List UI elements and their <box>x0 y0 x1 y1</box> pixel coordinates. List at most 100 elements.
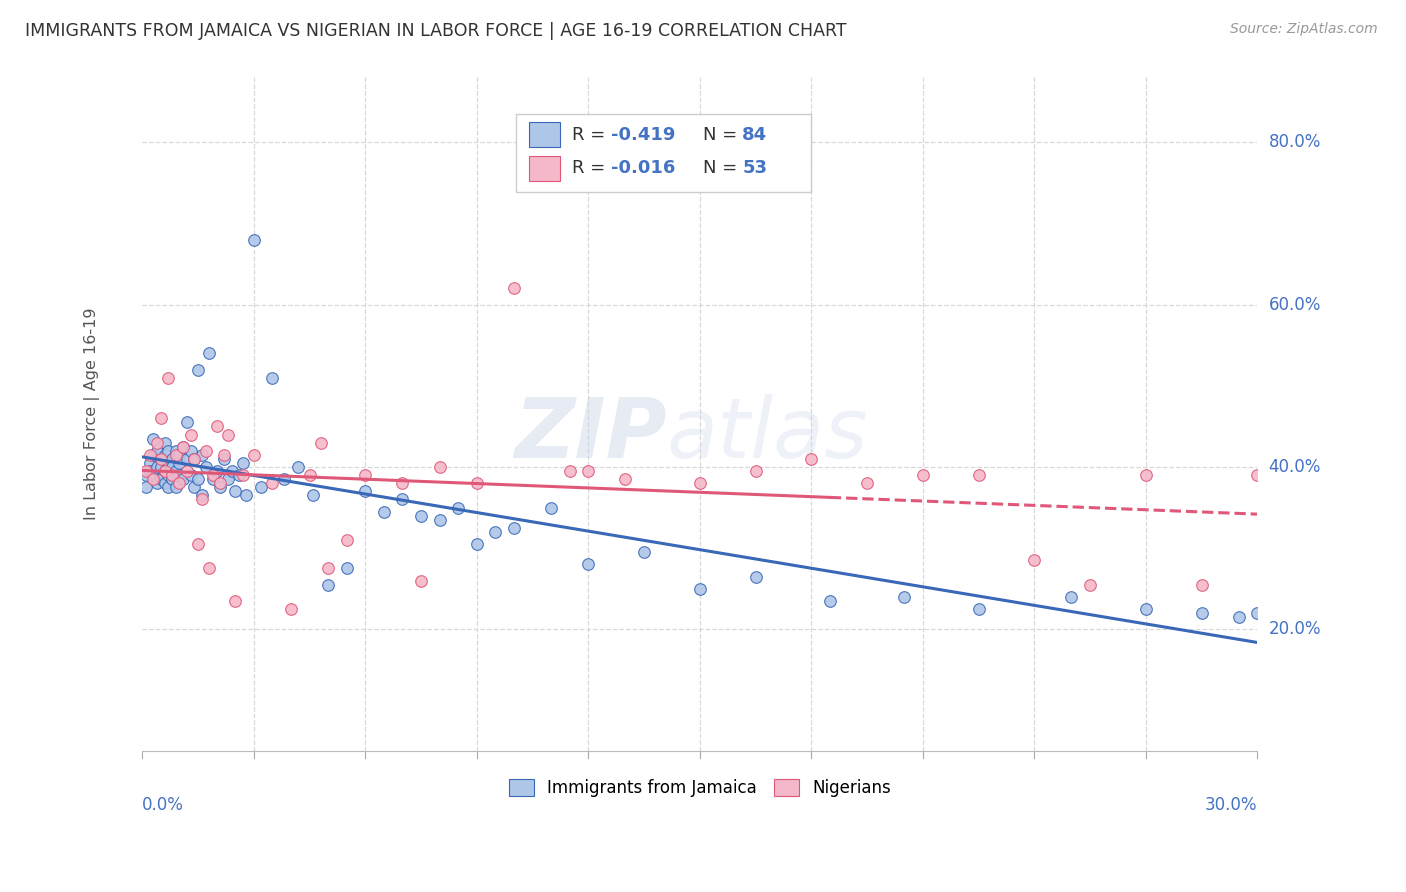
Point <box>149 472 172 486</box>
Text: 30.0%: 30.0% <box>1205 796 1257 814</box>
Point <box>503 521 526 535</box>
Point <box>911 468 934 483</box>
Point <box>176 415 198 429</box>
Point <box>201 468 224 483</box>
Point <box>243 233 266 247</box>
Point <box>183 451 205 466</box>
Point <box>194 443 217 458</box>
Legend: Immigrants from Jamaica, Nigerians: Immigrants from Jamaica, Nigerians <box>502 772 897 804</box>
Point <box>212 451 235 466</box>
Point <box>1024 553 1046 567</box>
Point <box>221 464 243 478</box>
Point <box>1246 606 1268 620</box>
Point <box>135 468 157 483</box>
Point <box>205 464 228 478</box>
Point <box>160 468 183 483</box>
Point <box>250 480 273 494</box>
Point <box>146 443 169 458</box>
Point <box>1227 610 1250 624</box>
Text: In Labor Force | Age 16-19: In Labor Force | Age 16-19 <box>84 308 100 521</box>
Point <box>429 513 451 527</box>
Point <box>893 590 915 604</box>
Text: N =: N = <box>703 160 744 178</box>
Point <box>228 468 250 483</box>
Point <box>262 370 284 384</box>
Point <box>180 443 202 458</box>
Point <box>316 561 339 575</box>
Point <box>191 492 214 507</box>
Text: R =: R = <box>572 126 610 144</box>
Point <box>1060 590 1083 604</box>
Point <box>153 476 176 491</box>
Point <box>146 460 169 475</box>
Point <box>142 472 165 486</box>
Point <box>243 448 266 462</box>
Point <box>139 464 162 478</box>
Point <box>180 468 202 483</box>
Point <box>176 451 198 466</box>
Point <box>800 451 823 466</box>
Point <box>558 464 581 478</box>
Point <box>967 602 990 616</box>
Point <box>187 537 209 551</box>
Point <box>465 476 488 491</box>
Point <box>1135 602 1157 616</box>
Point <box>354 484 377 499</box>
Point <box>540 500 562 515</box>
Point <box>172 472 194 486</box>
Point <box>614 472 637 486</box>
Point <box>187 472 209 486</box>
Point <box>354 468 377 483</box>
Point <box>169 468 191 483</box>
Point <box>191 488 214 502</box>
Point <box>160 472 183 486</box>
Point <box>217 472 239 486</box>
Point <box>165 443 187 458</box>
Point <box>447 500 470 515</box>
Point <box>165 448 187 462</box>
Point <box>157 443 180 458</box>
Text: R =: R = <box>572 160 610 178</box>
Point <box>198 346 221 360</box>
Point <box>146 476 169 491</box>
Point <box>157 480 180 494</box>
Point <box>1191 577 1213 591</box>
Point <box>1246 468 1268 483</box>
Text: 84: 84 <box>742 126 768 144</box>
Point <box>142 468 165 483</box>
Point <box>302 488 325 502</box>
Point <box>1135 468 1157 483</box>
Point <box>967 468 990 483</box>
Point <box>183 451 205 466</box>
Point <box>160 451 183 466</box>
FancyBboxPatch shape <box>529 155 561 181</box>
Text: N =: N = <box>703 126 744 144</box>
Point <box>146 435 169 450</box>
Point <box>194 460 217 475</box>
Point <box>391 476 413 491</box>
Point <box>232 456 254 470</box>
Point <box>391 492 413 507</box>
Point <box>187 362 209 376</box>
Text: -0.419: -0.419 <box>610 126 675 144</box>
Point <box>172 440 194 454</box>
Point <box>262 476 284 491</box>
Point <box>856 476 879 491</box>
Point <box>153 435 176 450</box>
Text: atlas: atlas <box>666 394 868 475</box>
Point <box>224 594 246 608</box>
Point <box>273 472 295 486</box>
Point <box>235 488 257 502</box>
Point <box>1078 577 1101 591</box>
Point <box>135 480 157 494</box>
Point <box>224 484 246 499</box>
Point <box>205 419 228 434</box>
FancyBboxPatch shape <box>516 114 811 192</box>
Text: 20.0%: 20.0% <box>1268 620 1322 639</box>
Point <box>135 464 157 478</box>
Point <box>149 411 172 425</box>
Point <box>142 448 165 462</box>
Point <box>818 594 841 608</box>
Point <box>201 472 224 486</box>
Point <box>191 448 214 462</box>
